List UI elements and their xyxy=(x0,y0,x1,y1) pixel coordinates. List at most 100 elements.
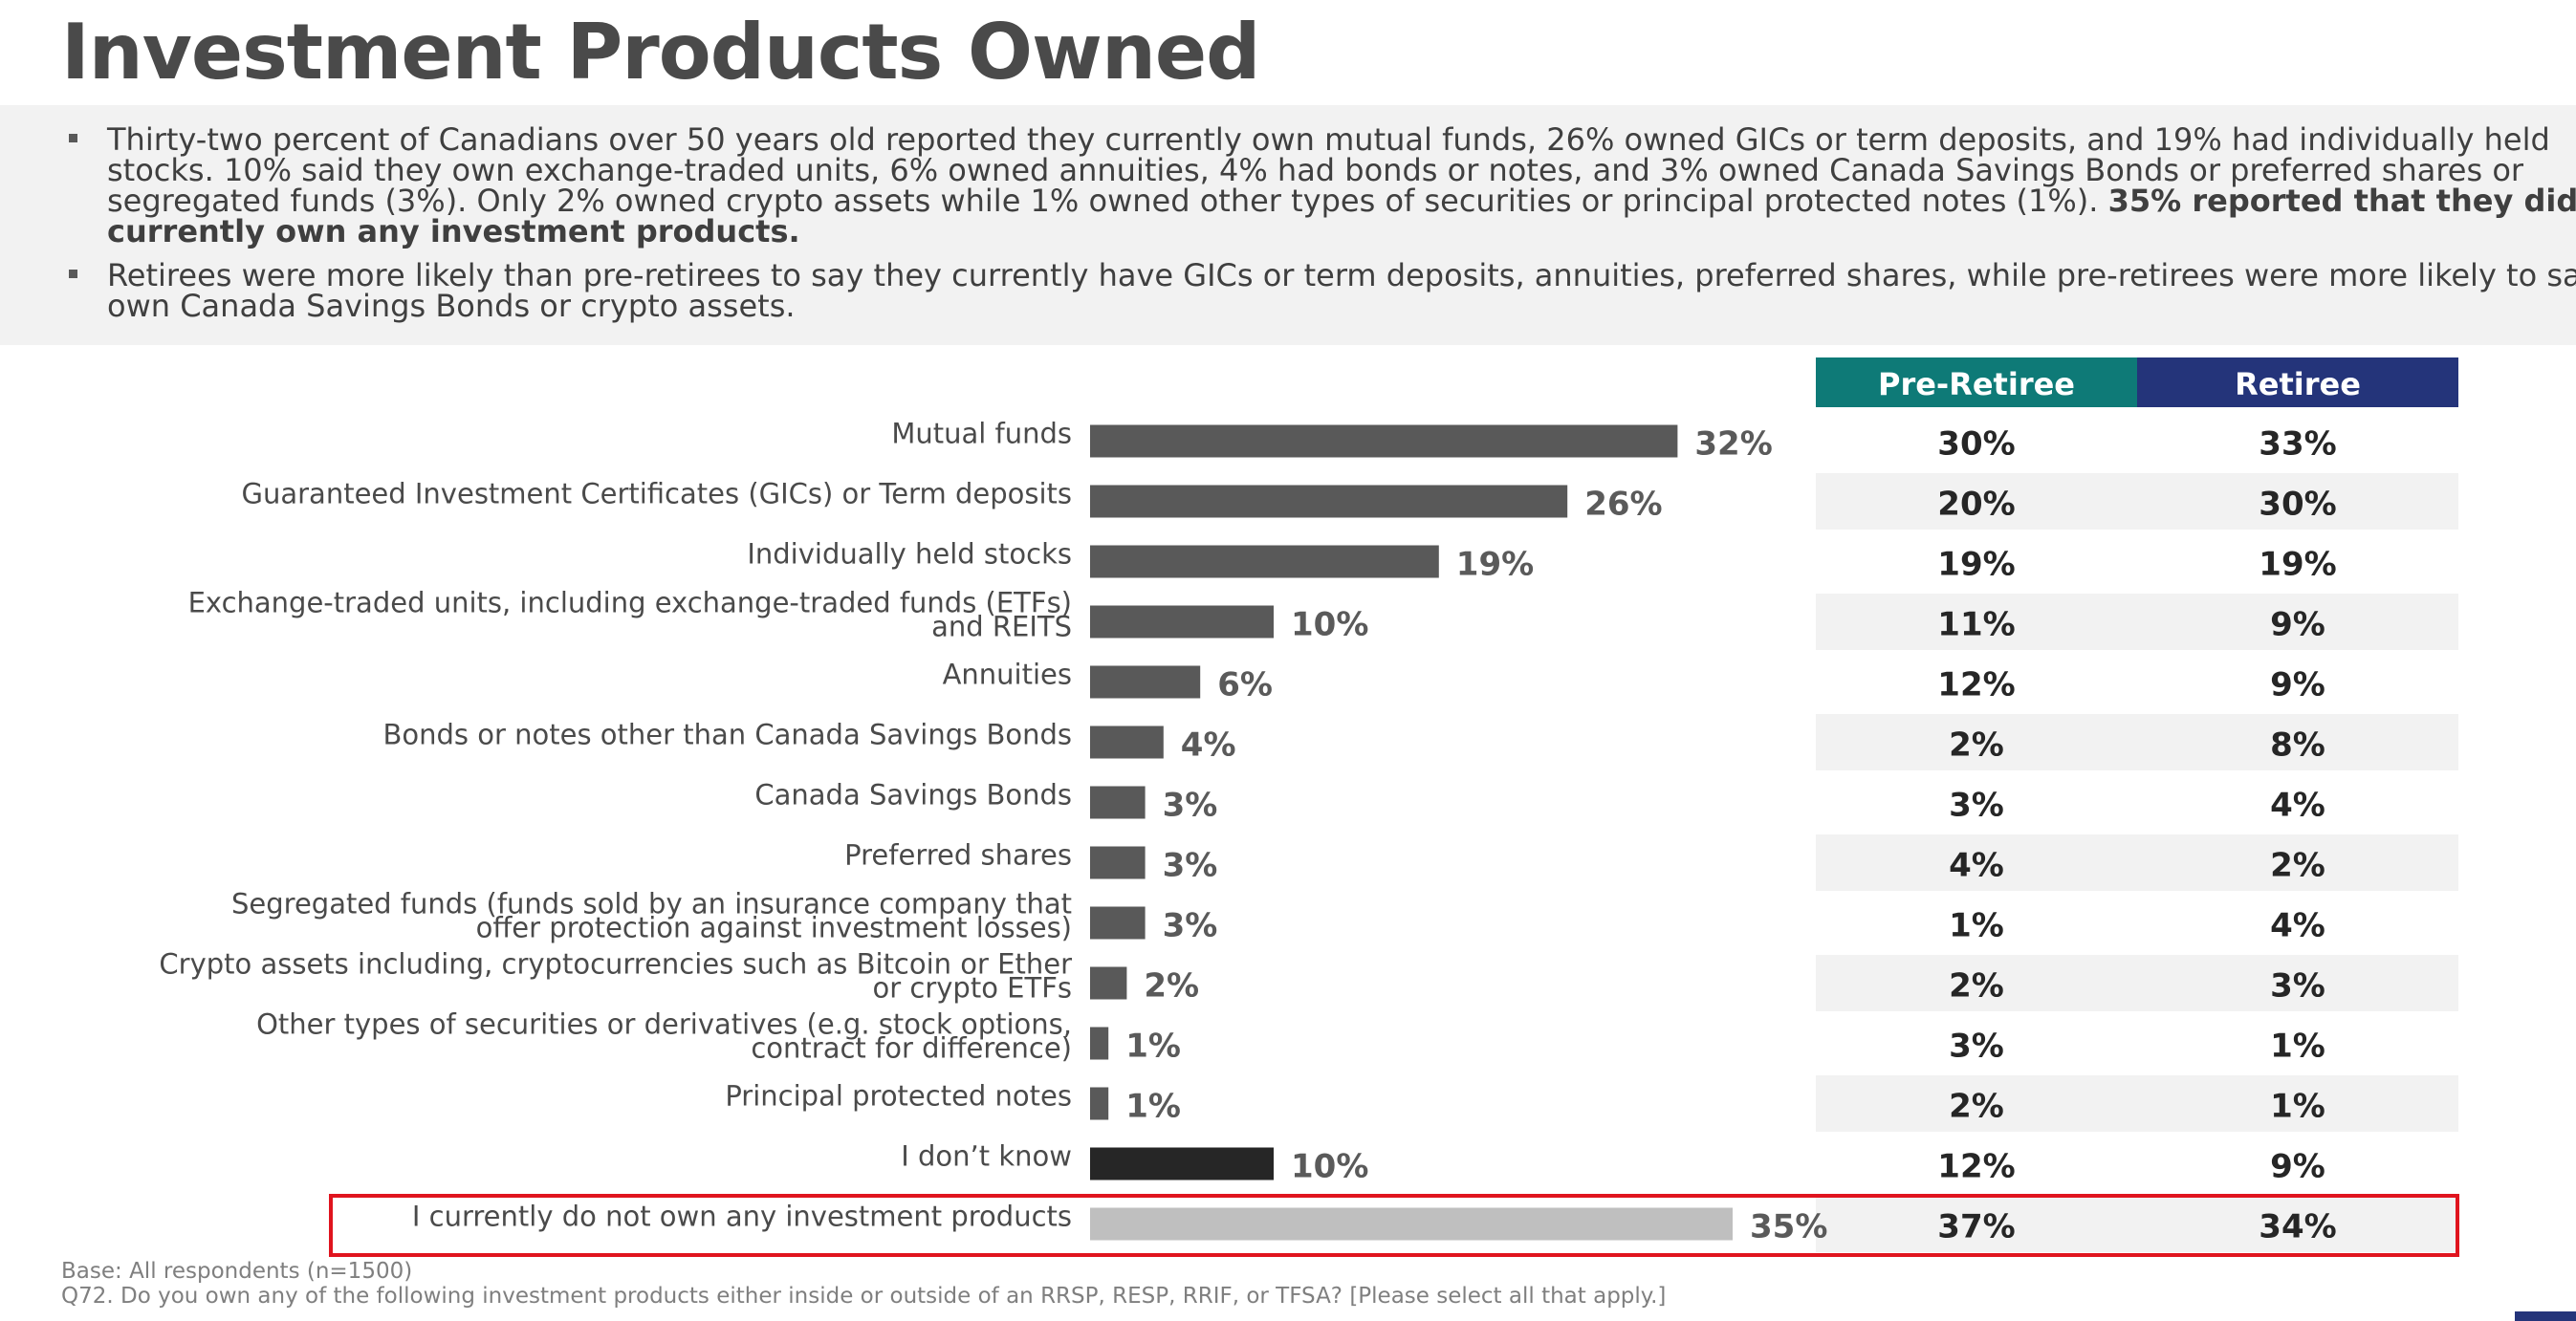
category-label: Exchange-traded units, including exchang… xyxy=(188,587,1072,619)
category-label: I currently do not own any investment pr… xyxy=(412,1201,1072,1233)
bar xyxy=(1090,1087,1109,1120)
category-label: Mutual funds xyxy=(891,418,1072,450)
category-label: and REITS xyxy=(931,611,1072,643)
bar-value-label: 1% xyxy=(1125,1088,1181,1126)
corner-accent xyxy=(2515,1311,2576,1321)
table-header-label: Retiree xyxy=(2235,366,2361,402)
bar-value-label: 1% xyxy=(1125,1028,1181,1066)
table-value: 1% xyxy=(1949,907,2004,945)
bar xyxy=(1090,1207,1733,1241)
category-label: Annuities xyxy=(943,659,1072,691)
bar xyxy=(1090,545,1439,578)
table-value: 4% xyxy=(2270,907,2325,945)
table-value: 8% xyxy=(2270,726,2325,765)
table-row-stripe xyxy=(1816,834,2458,891)
table-value: 2% xyxy=(1949,967,2004,1006)
table-value: 37% xyxy=(1937,1208,2015,1246)
category-label: offer protection against investment loss… xyxy=(476,912,1072,944)
category-label: I don’t know xyxy=(901,1140,1072,1173)
category-label: Bonds or notes other than Canada Savings… xyxy=(382,719,1072,751)
table-value: 20% xyxy=(1937,486,2015,524)
bar xyxy=(1090,1147,1274,1180)
table-header-label: Pre-Retiree xyxy=(1878,366,2075,402)
table-row-stripe xyxy=(1816,1075,2458,1132)
table-value: 9% xyxy=(2270,606,2325,644)
bar-value-label: 4% xyxy=(1181,726,1236,765)
bullet-1-line-2: stocks. 10% said they own exchange-trade… xyxy=(107,152,2524,188)
bar xyxy=(1090,485,1568,518)
table-row-stripe xyxy=(1816,1196,2458,1252)
bar-value-label: 6% xyxy=(1217,666,1273,704)
bullet-1-line-3-text: segregated funds (3%). Only 2% owned cry… xyxy=(107,183,2108,219)
bar-value-label: 32% xyxy=(1694,425,1772,464)
category-label: Individually held stocks xyxy=(747,538,1072,571)
table-value: 19% xyxy=(2259,546,2336,584)
table-value: 4% xyxy=(1949,847,2004,885)
category-label: Preferred shares xyxy=(844,839,1072,872)
bar xyxy=(1090,906,1146,940)
table-value: 9% xyxy=(2270,1148,2325,1186)
footnote-base: Base: All respondents (n=1500) xyxy=(61,1259,413,1284)
table-value: 1% xyxy=(2270,1028,2325,1066)
bullet-marker xyxy=(69,134,77,142)
category-label: Other types of securities or derivatives… xyxy=(256,1008,1072,1041)
summary-panel: Thirty-two percent of Canadians over 50 … xyxy=(0,105,2576,345)
bar xyxy=(1090,725,1164,759)
table-row-stripe xyxy=(1816,594,2458,650)
table-value: 9% xyxy=(2270,666,2325,704)
bullet-1-line-3: segregated funds (3%). Only 2% owned cry… xyxy=(107,183,2576,219)
bar xyxy=(1090,966,1127,1000)
table-value: 3% xyxy=(1949,787,2004,825)
bar-value-label: 10% xyxy=(1291,1148,1368,1186)
category-label: or crypto ETFs xyxy=(873,972,1072,1005)
table-value: 2% xyxy=(1949,1088,2004,1126)
category-label: contract for difference) xyxy=(751,1032,1072,1065)
bar-value-label: 3% xyxy=(1163,847,1218,885)
bar xyxy=(1090,605,1274,639)
bar-value-label: 19% xyxy=(1456,546,1534,584)
bar xyxy=(1090,786,1146,819)
bullet-1-bold-1: 35% reported that they did not xyxy=(2107,183,2576,219)
bar xyxy=(1090,424,1678,458)
bullet-1-bold-2: currently own any investment products. xyxy=(107,213,800,249)
table-header-cell xyxy=(2137,357,2458,407)
table-value: 30% xyxy=(1937,425,2015,464)
page-title: Investment Products Owned xyxy=(61,8,1260,97)
bar xyxy=(1090,1027,1109,1060)
table-value: 3% xyxy=(2270,967,2325,1006)
table-row-stripe xyxy=(1816,714,2458,770)
table-value: 11% xyxy=(1937,606,2015,644)
table-value: 12% xyxy=(1937,666,2015,704)
bullet-2-line-2: own Canada Savings Bonds or crypto asset… xyxy=(107,288,796,324)
table-value: 34% xyxy=(2259,1208,2336,1246)
table-value: 4% xyxy=(2270,787,2325,825)
bar-value-label: 35% xyxy=(1750,1208,1827,1246)
footnote-question: Q72. Do you own any of the following inv… xyxy=(61,1284,1667,1309)
table-value: 30% xyxy=(2259,486,2336,524)
bullet-1-line-1: Thirty-two percent of Canadians over 50 … xyxy=(107,121,2550,158)
category-label: Segregated funds (funds sold by an insur… xyxy=(231,888,1072,920)
highlight-box xyxy=(329,1194,2459,1257)
table-header-cell xyxy=(1816,357,2137,407)
table-value: 2% xyxy=(1949,726,2004,765)
category-label: Crypto assets including, cryptocurrencie… xyxy=(159,948,1072,981)
bullet-marker xyxy=(69,270,77,278)
bar-value-label: 10% xyxy=(1291,606,1368,644)
category-label: Principal protected notes xyxy=(725,1080,1072,1113)
table-value: 19% xyxy=(1937,546,2015,584)
table-value: 1% xyxy=(2270,1088,2325,1126)
bar-value-label: 3% xyxy=(1163,787,1218,825)
bar-value-label: 3% xyxy=(1163,907,1218,945)
table-row-stripe xyxy=(1816,955,2458,1011)
summary-bullet-1: Thirty-two percent of Canadians over 50 … xyxy=(69,121,2576,249)
summary-bullet-2: Retirees were more likely than pre-retir… xyxy=(69,260,2576,324)
table-value: 33% xyxy=(2259,425,2336,464)
table-value: 3% xyxy=(1949,1028,2004,1066)
bar-value-label: 2% xyxy=(1144,967,1199,1006)
bar-value-label: 26% xyxy=(1584,486,1662,524)
bar xyxy=(1090,846,1146,879)
bar xyxy=(1090,665,1201,699)
table-row-stripe xyxy=(1816,473,2458,530)
table-value: 2% xyxy=(2270,847,2325,885)
